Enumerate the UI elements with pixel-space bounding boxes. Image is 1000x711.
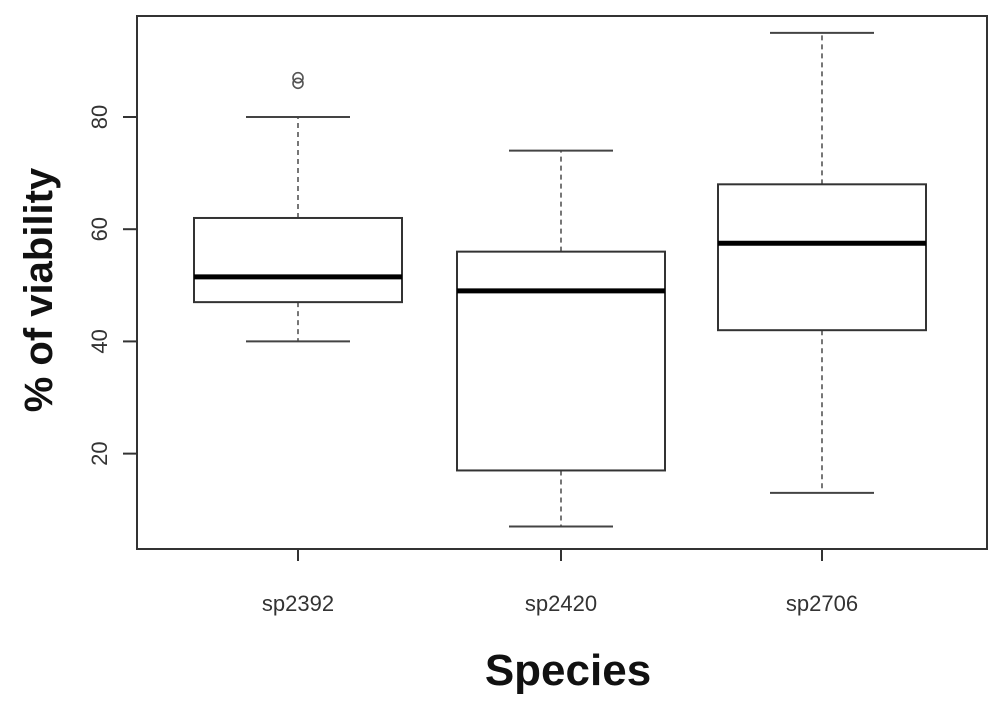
box-sp2706	[717, 31, 927, 494]
y-axis-title: % of viability	[17, 167, 61, 412]
x-tick-label: sp2706	[786, 591, 858, 616]
interquartile-box	[717, 183, 927, 332]
y-axis: 20 40 60 80	[87, 105, 137, 466]
x-axis: sp2392 sp2420 sp2706	[262, 549, 858, 616]
interquartile-box	[456, 250, 666, 472]
box-sp2420	[456, 149, 666, 528]
y-tick-label: 40	[87, 329, 112, 353]
x-axis-title: Species	[485, 646, 651, 695]
interquartile-box	[193, 216, 403, 304]
boxes-layer	[193, 31, 927, 528]
x-tick-label: sp2420	[525, 591, 597, 616]
outlier-point	[292, 71, 304, 84]
y-tick-label: 20	[87, 441, 112, 465]
outlier-point	[292, 77, 304, 90]
y-tick-label: 60	[87, 217, 112, 241]
box-sp2392	[193, 71, 403, 343]
x-tick-label: sp2392	[262, 591, 334, 616]
y-tick-label: 80	[87, 105, 112, 129]
